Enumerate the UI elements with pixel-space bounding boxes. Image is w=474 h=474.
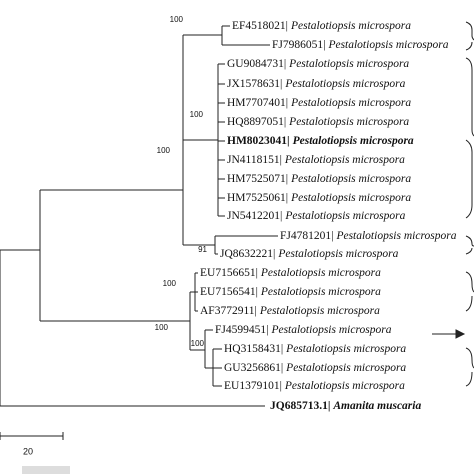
branches xyxy=(0,21,474,440)
leaf-label: HQ8897051| Pestalotiopsis microspora xyxy=(227,116,409,128)
species: Pestalotiopsis microspora xyxy=(290,192,411,204)
bootstrap-value: 100 xyxy=(157,146,171,155)
accession: GU9084731| xyxy=(227,58,286,70)
accession: JN5412201| xyxy=(227,210,282,222)
accession: EU7156651| xyxy=(200,267,258,279)
leaf-label: FJ7986051| Pestalotiopsis microspora xyxy=(272,39,449,51)
species: Pestalotiopsis microspora xyxy=(284,154,405,166)
species: Pestalotiopsis microspora xyxy=(277,248,398,260)
species: Pestalotiopsis microspora xyxy=(284,210,405,222)
leaf-label: HM8023041| Pestalotiopsis microspora xyxy=(227,135,414,147)
species: Pestalotiopsis microspora xyxy=(270,324,391,336)
scale-label: 20 xyxy=(23,446,33,456)
species: Pestalotiopsis microspora xyxy=(260,267,381,279)
leaf-label: GU3256861| Pestalotiopsis microspora xyxy=(224,362,406,374)
species: Pestalotiopsis microspora xyxy=(285,343,406,355)
accession: FJ4781201| xyxy=(280,230,333,242)
leaf-label: JX1578631| Pestalotiopsis microspora xyxy=(227,78,406,90)
species: Pestalotiopsis microspora xyxy=(285,362,406,374)
species: Pestalotiopsis microspora xyxy=(290,97,411,109)
accession: HQ3158431| xyxy=(224,343,283,355)
leaf-label: HM7525061| Pestalotiopsis microspora xyxy=(227,192,411,204)
leaf-label: HM7707401| Pestalotiopsis microspora xyxy=(227,97,411,109)
accession: FJ7986051| xyxy=(272,39,325,51)
leaf-label: GU9084731| Pestalotiopsis microspora xyxy=(227,58,409,70)
accession: EU7156541| xyxy=(200,286,258,298)
species: Pestalotiopsis microspora xyxy=(288,58,409,70)
species: Pestalotiopsis microspora xyxy=(260,286,381,298)
bootstrap-value: 100 xyxy=(163,279,177,288)
bootstrap-value: 100 xyxy=(155,323,169,332)
accession: EU1379101| xyxy=(224,380,282,392)
species: Amanita muscaria xyxy=(332,400,421,412)
bootstrap-value: 100 xyxy=(170,15,184,24)
leaf-label: AF3772911| Pestalotiopsis microspora xyxy=(200,305,380,317)
leaf-label: JQ8632221| Pestalotiopsis microspora xyxy=(220,248,399,260)
accession: HM8023041| xyxy=(227,135,290,147)
accession: JQ8632221| xyxy=(220,248,275,260)
species: Pestalotiopsis microspora xyxy=(335,230,456,242)
bootstrap-value: 91 xyxy=(198,245,207,254)
species: Pestalotiopsis microspora xyxy=(259,305,380,317)
accession: HM7707401| xyxy=(227,97,288,109)
leaf-label: FJ4781201| Pestalotiopsis microspora xyxy=(280,230,457,242)
leaf-label: HM7525071| Pestalotiopsis microspora xyxy=(227,173,411,185)
footer-bar xyxy=(22,466,70,474)
species: Pestalotiopsis microspora xyxy=(288,116,409,128)
accession: JQ685713.1| xyxy=(270,400,330,412)
leaf-label: EU1379101| Pestalotiopsis microspora xyxy=(224,380,405,392)
leaf-label: EU7156541| Pestalotiopsis microspora xyxy=(200,286,381,298)
leaf-label: EF4518021| Pestalotiopsis microspora xyxy=(232,20,411,32)
accession: GU3256861| xyxy=(224,362,283,374)
accession: EF4518021| xyxy=(232,20,288,32)
species: Pestalotiopsis microspora xyxy=(290,20,411,32)
accession: HQ8897051| xyxy=(227,116,286,128)
accession: JN4118151| xyxy=(227,154,282,166)
accession: HM7525071| xyxy=(227,173,288,185)
species: Pestalotiopsis microspora xyxy=(327,39,448,51)
bootstrap-value: 100 xyxy=(191,339,205,348)
species: Pestalotiopsis microspora xyxy=(284,78,405,90)
species: Pestalotiopsis microspora xyxy=(293,135,414,147)
accession: JX1578631| xyxy=(227,78,282,90)
accession: HM7525061| xyxy=(227,192,288,204)
accession: FJ4599451| xyxy=(215,324,268,336)
leaf-label: EU7156651| Pestalotiopsis microspora xyxy=(200,267,381,279)
species: Pestalotiopsis microspora xyxy=(290,173,411,185)
bootstrap-value: 100 xyxy=(190,110,204,119)
leaf-label: FJ4599451| Pestalotiopsis microspora xyxy=(215,324,392,336)
accession: AF3772911| xyxy=(200,305,257,317)
leaf-label: JQ685713.1| Amanita muscaria xyxy=(270,400,421,412)
leaf-label: HQ3158431| Pestalotiopsis microspora xyxy=(224,343,406,355)
leaf-label: JN4118151| Pestalotiopsis microspora xyxy=(227,154,405,166)
leaf-label: JN5412201| Pestalotiopsis microspora xyxy=(227,210,406,222)
species: Pestalotiopsis microspora xyxy=(284,380,405,392)
